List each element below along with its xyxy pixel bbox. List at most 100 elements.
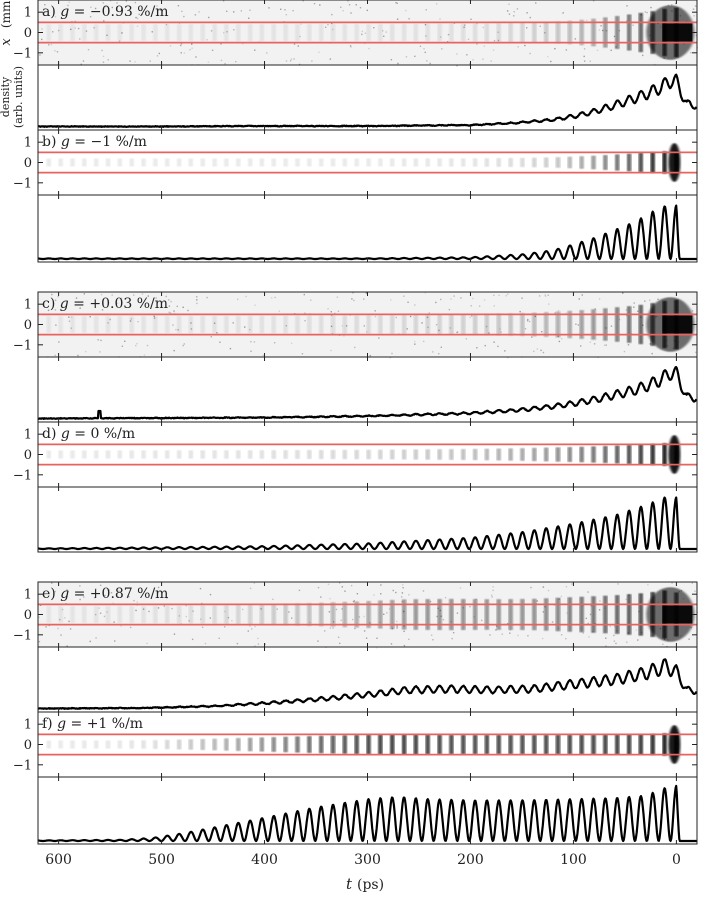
noise-speck [179,44,182,47]
noise-speck [317,640,319,642]
noise-speck [156,55,159,57]
y-tick-label: 1 [24,428,32,443]
noise-speck [465,338,468,340]
microbunch-stripe [318,449,324,460]
noise-speck [54,309,57,311]
microbunch-stripe [283,603,288,626]
noise-speck [383,35,385,37]
microbunch-stripe [70,158,75,167]
microbunch-stripe [164,24,170,41]
noise-speck [120,625,122,627]
noise-speck [329,627,332,629]
noise-speck [136,25,139,28]
noise-speck [626,314,628,317]
microbunch-stripe [176,158,182,167]
microbunch-stripe [235,450,241,459]
microbunch-stripe [603,17,608,48]
noise-speck [285,13,288,16]
microbunch-stripe [271,737,277,752]
noise-speck [129,60,131,62]
microbunch-stripe [82,24,87,41]
noise-speck [54,590,57,593]
noise-speck [365,637,368,639]
noise-speck [47,309,50,312]
microbunch-stripe [413,449,419,460]
noise-speck [694,5,697,7]
panel-label-prefix: e) [42,586,60,602]
microbunch-stripe [508,22,513,43]
microbunch-stripe [638,152,644,173]
noise-speck [476,22,478,25]
noise-speck [352,618,354,621]
microbunch-stripe [283,450,288,459]
noise-speck [470,305,472,307]
noise-speck [571,583,573,585]
microbunch-stripe [354,734,359,755]
bunch-head [668,725,681,764]
noise-speck [198,11,200,13]
microbunch-stripe [82,316,87,333]
noise-speck [172,324,174,326]
noise-speck [390,59,393,61]
microbunch-stripe [164,450,170,459]
noise-speck [657,298,659,301]
microbunch-stripe [259,24,265,41]
microbunch-stripe [389,734,395,755]
noise-speck [526,12,528,14]
noise-speck [189,48,191,51]
microbunch-stripe [389,315,395,334]
noise-speck [378,337,380,339]
noise-speck [694,590,696,592]
noise-speck [517,46,519,48]
noise-speck [517,634,519,637]
x-tick-label: 0 [672,852,681,868]
noise-speck [280,8,282,10]
noise-speck [581,294,583,296]
noise-speck [690,51,692,54]
noise-speck [74,27,77,29]
x-tick-label: 600 [45,852,72,868]
noise-speck [587,591,589,593]
noise-speck [274,296,276,299]
microbunch-stripe [224,24,229,41]
noise-speck [501,633,503,635]
microbunch-stripe [82,450,87,459]
noise-speck [391,352,393,355]
noise-speck [381,30,384,32]
noise-speck [54,354,56,357]
noise-speck [489,634,491,636]
microbunch-stripe [425,449,431,460]
noise-speck [589,341,592,344]
noise-speck [615,642,617,645]
noise-speck [447,33,450,36]
microbunch-stripe [508,734,513,755]
noise-speck [440,298,442,301]
noise-speck [254,49,256,51]
noise-speck [414,55,416,58]
noise-speck [223,626,226,628]
noise-speck [400,596,403,598]
noise-speck [289,60,292,62]
noise-speck [168,311,170,314]
microbunch-stripe [650,443,656,466]
noise-speck [476,43,478,45]
panel-label-prefix: f) [42,716,57,732]
noise-speck [293,43,296,45]
noise-speck [169,45,172,47]
noise-speck [414,343,416,345]
noise-speck [229,347,232,350]
y-tick-label: 1 [24,588,32,603]
noise-speck [51,582,53,584]
profile-line [37,496,698,551]
noise-speck [136,604,138,606]
microbunch-stripe [176,605,182,624]
noise-speck [396,2,399,5]
noise-speck [585,617,588,620]
microbunch-stripe [591,446,596,463]
microbunch-stripe [543,598,549,631]
microbunch-stripe [496,448,502,461]
microbunch-stripe [283,736,288,753]
noise-speck [298,589,301,592]
microbunch-stripe [543,21,549,44]
noise-speck [245,295,247,298]
